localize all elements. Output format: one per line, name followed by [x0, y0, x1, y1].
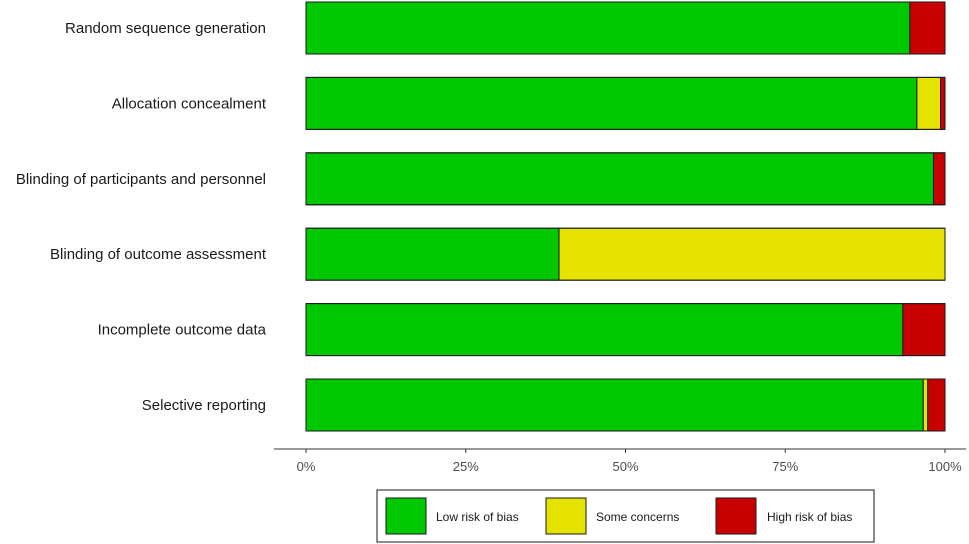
bar-frame-3 — [305, 227, 946, 281]
bar-segment-5-1 — [922, 378, 929, 432]
x-tick-label-2: 50% — [612, 459, 638, 474]
bar-segment-1-0 — [305, 76, 918, 130]
category-labels: Random sequence generation Allocation con… — [16, 20, 267, 414]
legend-key-2 — [715, 497, 757, 535]
x-tick-label-1: 25% — [453, 459, 479, 474]
legend-key-0 — [385, 497, 427, 535]
category-label-4: Incomplete outcome data — [98, 322, 267, 339]
x-tick-label-0: 0% — [297, 459, 316, 474]
bar-segment-2-0 — [305, 152, 934, 206]
bar-frame-1 — [305, 76, 946, 130]
bar-segment-0-2 — [909, 1, 946, 55]
bar-segment-4-2 — [902, 303, 946, 357]
category-label-5: Selective reporting — [142, 397, 266, 414]
legend-key-1 — [545, 497, 587, 535]
bar-segment-5-0 — [305, 378, 924, 432]
x-tick-label-4: 100% — [928, 459, 962, 474]
bar-segment-2-2 — [932, 152, 946, 206]
x-axis: 0% 25% 50% 75% 100% — [274, 448, 966, 474]
legend: Low risk of bias Some concerns High risk o… — [376, 489, 875, 543]
bar-segment-0-0 — [305, 1, 911, 55]
bars-group — [305, 1, 946, 432]
bar-segment-1-1 — [916, 76, 942, 130]
x-tick-label-3: 75% — [772, 459, 798, 474]
category-label-1: Allocation concealment — [112, 95, 267, 112]
bar-segment-1-2 — [940, 76, 946, 130]
category-label-3: Blinding of outcome assessment — [50, 246, 267, 263]
legend-label-2: High risk of bias — [767, 510, 852, 524]
bar-frame-0 — [305, 1, 946, 55]
bar-segment-5-2 — [927, 378, 946, 432]
bar-segment-3-0 — [305, 227, 560, 281]
bar-segment-4-0 — [305, 303, 904, 357]
bar-frame-2 — [305, 152, 946, 206]
bar-frame-4 — [305, 303, 946, 357]
bar-segment-3-1 — [558, 227, 946, 281]
legend-label-0: Low risk of bias — [436, 510, 519, 524]
category-label-0: Random sequence generation — [65, 20, 266, 37]
bar-frame-5 — [305, 378, 946, 432]
legend-label-1: Some concerns — [596, 510, 679, 524]
category-label-2: Blinding of participants and personnel — [16, 171, 266, 188]
legend-box — [376, 489, 875, 543]
